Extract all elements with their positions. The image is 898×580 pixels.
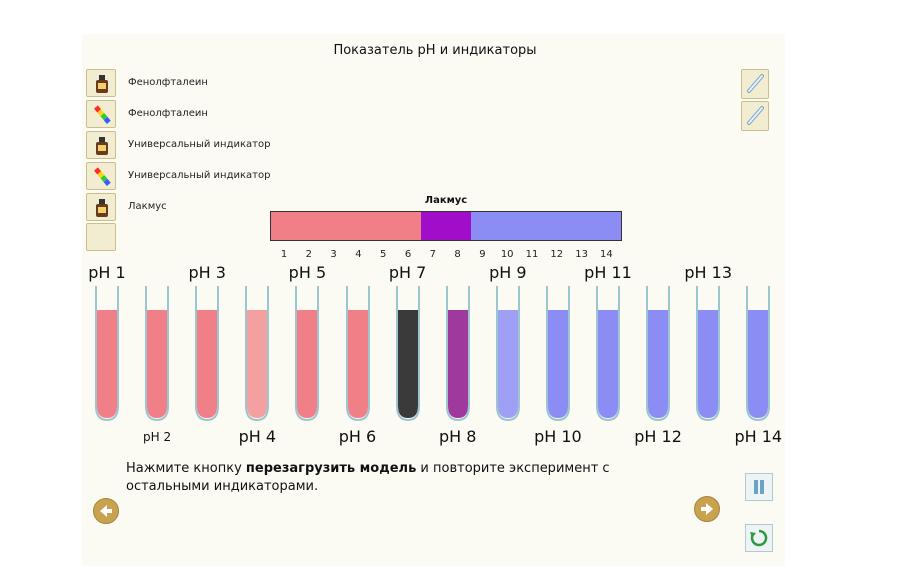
- test-tube: [295, 286, 320, 422]
- ph-label: pH 10: [534, 427, 582, 446]
- ph-label: pH 1: [88, 263, 126, 282]
- reload-icon: [750, 529, 768, 547]
- scale-title: Лакмус: [424, 195, 468, 206]
- test-tube: [646, 286, 671, 422]
- instruction-bold: перезагрузить модель: [245, 461, 417, 476]
- ph-label: pH 14: [734, 427, 783, 446]
- indicator-button-5[interactable]: [86, 193, 116, 221]
- ph-label: pH 11: [584, 263, 632, 282]
- test-tube: [195, 286, 220, 422]
- glass-rod-tool-button[interactable]: [741, 101, 769, 131]
- scale-number: 5: [380, 249, 387, 260]
- indicator-button-3[interactable]: [86, 131, 116, 159]
- reload-model-button[interactable]: [745, 524, 773, 552]
- arrow-right-icon: [701, 503, 713, 515]
- acid-segment: [271, 212, 421, 240]
- arrow-left-icon: [100, 505, 112, 517]
- ph-label: pH 2: [143, 430, 172, 444]
- ph-label: pH 7: [388, 263, 427, 282]
- ph-label: pH 6: [338, 427, 377, 446]
- neutral-segment: [421, 212, 471, 240]
- test-tube: [696, 286, 721, 422]
- test-tube: [596, 286, 620, 422]
- litmus-scale-bar: [270, 211, 622, 241]
- ph-label: pH 8: [438, 427, 477, 446]
- test-tube: [95, 286, 119, 422]
- scale-number: 1: [280, 249, 288, 260]
- scale-number: 6: [404, 249, 412, 260]
- base-segment: [471, 212, 621, 240]
- scale-number: 13: [575, 249, 588, 260]
- test-tube: [145, 286, 170, 422]
- ph-label: pH 9: [489, 263, 527, 282]
- test-strip-icon: [94, 167, 111, 186]
- pause-button[interactable]: [745, 473, 773, 501]
- ph-label: pH 3: [188, 263, 226, 282]
- bottle-icon: [96, 137, 108, 155]
- test-tube: [345, 286, 370, 422]
- indicator-button-2[interactable]: [86, 100, 116, 128]
- scale-number: 2: [305, 249, 312, 260]
- simulation-stage: [82, 34, 785, 566]
- instruction-prefix: Нажмите кнопку: [126, 461, 246, 476]
- indicator-label: Универсальный индикатор: [128, 139, 271, 150]
- scale-number: 12: [550, 249, 564, 260]
- test-tube: [495, 286, 520, 422]
- glass-rod-icon: [747, 106, 764, 125]
- scale-number: 4: [355, 249, 362, 260]
- ph-label: pH 5: [288, 263, 327, 282]
- bottle-icon: [96, 199, 108, 217]
- bottle-icon: [96, 75, 108, 93]
- pipette-icon: [747, 74, 764, 93]
- page-title: Показатель pH и индикаторы: [333, 43, 537, 58]
- test-tube: [545, 286, 570, 422]
- next-button[interactable]: [694, 496, 720, 522]
- scale-number: 14: [600, 249, 613, 260]
- instruction-text: Нажмите кнопку перезагрузить модель и по…: [126, 460, 646, 496]
- indicator-button-1[interactable]: [86, 69, 116, 97]
- test-tube: [245, 286, 270, 422]
- scale-number: 3: [330, 249, 337, 260]
- test-tube: [746, 286, 771, 422]
- pause-icon: [754, 480, 764, 494]
- indicator-label: Фенолфталеин: [128, 108, 208, 119]
- indicator-button-4[interactable]: [86, 162, 116, 190]
- indicator-label: Универсальный индикатор: [128, 170, 271, 181]
- scale-number: 9: [479, 249, 486, 260]
- back-button[interactable]: [93, 498, 119, 524]
- test-tube: [395, 286, 420, 422]
- indicator-label: Лакмус: [128, 201, 167, 212]
- instruction-suffix: и повторите эксперимент с остальными инд…: [126, 461, 610, 494]
- indicator-label: Фенолфталеин: [128, 77, 208, 88]
- ph-label: pH 12: [634, 427, 682, 446]
- ph-label: pH 4: [238, 427, 277, 446]
- test-strip-icon: [94, 105, 111, 124]
- test-tube: [445, 286, 470, 422]
- ph-label: pH 13: [684, 263, 733, 282]
- scale-number: 10: [500, 249, 514, 260]
- scale-number: 7: [429, 249, 436, 260]
- scale-number: 11: [525, 249, 539, 260]
- empty-indicator-slot[interactable]: [86, 223, 116, 251]
- scale-number: 8: [454, 249, 461, 260]
- pipette-tool-button[interactable]: [741, 69, 769, 99]
